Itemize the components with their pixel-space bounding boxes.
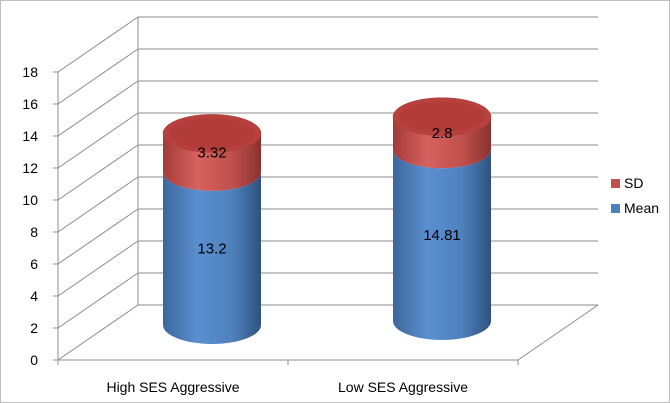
side-wall-gridline <box>57 80 139 137</box>
side-wall-gridline <box>57 112 139 169</box>
y-tick-label: 6 <box>30 256 38 272</box>
y-tick-label: 10 <box>22 192 38 208</box>
side-wall-gridline <box>57 208 139 265</box>
y-tick-label: 12 <box>22 160 38 176</box>
labels: 13.2 3.32 14.81 2.8 <box>197 125 460 257</box>
y-tick-label: 16 <box>22 96 38 112</box>
y-tick-label: 8 <box>30 224 38 240</box>
legend: SD Mean <box>611 175 659 216</box>
y-tick-label: 2 <box>30 320 38 336</box>
bar-top-cap-shade <box>399 101 485 132</box>
floor-edge <box>517 304 599 361</box>
bars <box>162 97 492 344</box>
y-tick-label: 14 <box>22 128 38 144</box>
data-label: 14.81 <box>423 227 461 244</box>
bar-mean <box>163 171 261 344</box>
side-wall-gridline <box>57 48 139 105</box>
side-wall-gridline <box>57 272 139 329</box>
legend-label-mean: Mean <box>624 200 659 216</box>
data-label: 2.8 <box>432 125 453 142</box>
legend-swatch-mean <box>611 204 620 213</box>
legend-swatch-sd <box>611 179 620 188</box>
data-label: 13.2 <box>197 240 226 257</box>
side-wall-gridline <box>57 240 139 297</box>
side-wall-gridline <box>57 176 139 233</box>
x-tick-label: Low SES Aggressive <box>338 379 468 395</box>
bar-sd <box>393 116 491 169</box>
legend-label-sd: SD <box>624 175 643 191</box>
side-wall-gridline <box>57 16 139 73</box>
axes: 0 2 4 6 8 10 12 14 16 18 High SES Aggressive Low SE… <box>22 64 519 395</box>
side-wall-gridline <box>57 304 139 361</box>
bar-sd <box>163 133 261 191</box>
y-tick-label: 0 <box>30 352 38 368</box>
gridlines <box>57 16 599 361</box>
bar-mean <box>393 149 491 340</box>
data-label: 3.32 <box>197 145 226 162</box>
y-tick-label: 18 <box>22 64 38 80</box>
side-wall-gridline <box>57 144 139 201</box>
y-tick-label: 4 <box>30 288 38 304</box>
x-tick-label: High SES Aggressive <box>106 379 239 395</box>
bar-top-cap-shade <box>169 118 255 149</box>
